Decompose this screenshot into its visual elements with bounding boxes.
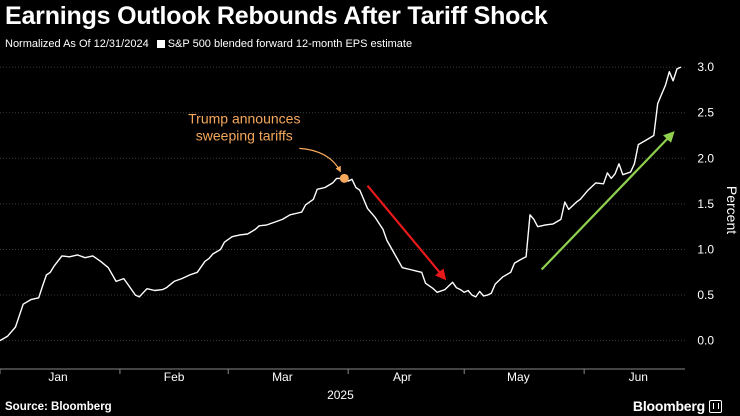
x-tick-label: Jun — [629, 370, 648, 384]
y-tick-label: 3.0 — [697, 60, 714, 74]
brand-label: Bloomberg — [632, 398, 705, 414]
chart-title: Earnings Outlook Rebounds After Tariff S… — [5, 2, 548, 30]
annotation-marker — [339, 173, 349, 183]
series-line — [0, 66, 682, 342]
legend: Normalized As Of 12/31/2024 S&P 500 blen… — [5, 38, 412, 50]
x-tick-label: Mar — [272, 370, 293, 384]
subtitle: Normalized As Of 12/31/2024 — [5, 38, 149, 50]
x-tick-label: Apr — [393, 370, 412, 384]
x-tick-label: Jan — [48, 370, 67, 384]
y-tick-label: 2.5 — [697, 106, 714, 120]
annotation-leader — [299, 147, 341, 173]
legend-label: S&P 500 blended forward 12-month EPS est… — [167, 38, 413, 50]
source-note: Source: Bloomberg — [5, 401, 112, 413]
legend-swatch — [156, 40, 165, 48]
y-tick-label: 0.5 — [697, 288, 714, 302]
x-tick-label: May — [507, 370, 530, 384]
y-tick-label: 1.0 — [697, 242, 714, 256]
annotation-label: sweeping tariffs — [196, 127, 293, 143]
y-tick-label: 1.5 — [697, 197, 714, 211]
x-tick-label: Feb — [164, 370, 185, 384]
brand-logo: Bloomberg — [633, 398, 722, 414]
x-axis-label: 2025 — [327, 388, 354, 402]
rebound-arrow — [540, 131, 675, 271]
annotation-label: Trump announces — [188, 110, 300, 126]
y-axis-label: Percent — [724, 186, 740, 234]
bloomberg-terminal-icon — [709, 399, 722, 413]
decline-arrow — [366, 184, 447, 281]
y-tick-label: 2.0 — [697, 151, 714, 165]
y-tick-label: 0.0 — [697, 334, 714, 348]
